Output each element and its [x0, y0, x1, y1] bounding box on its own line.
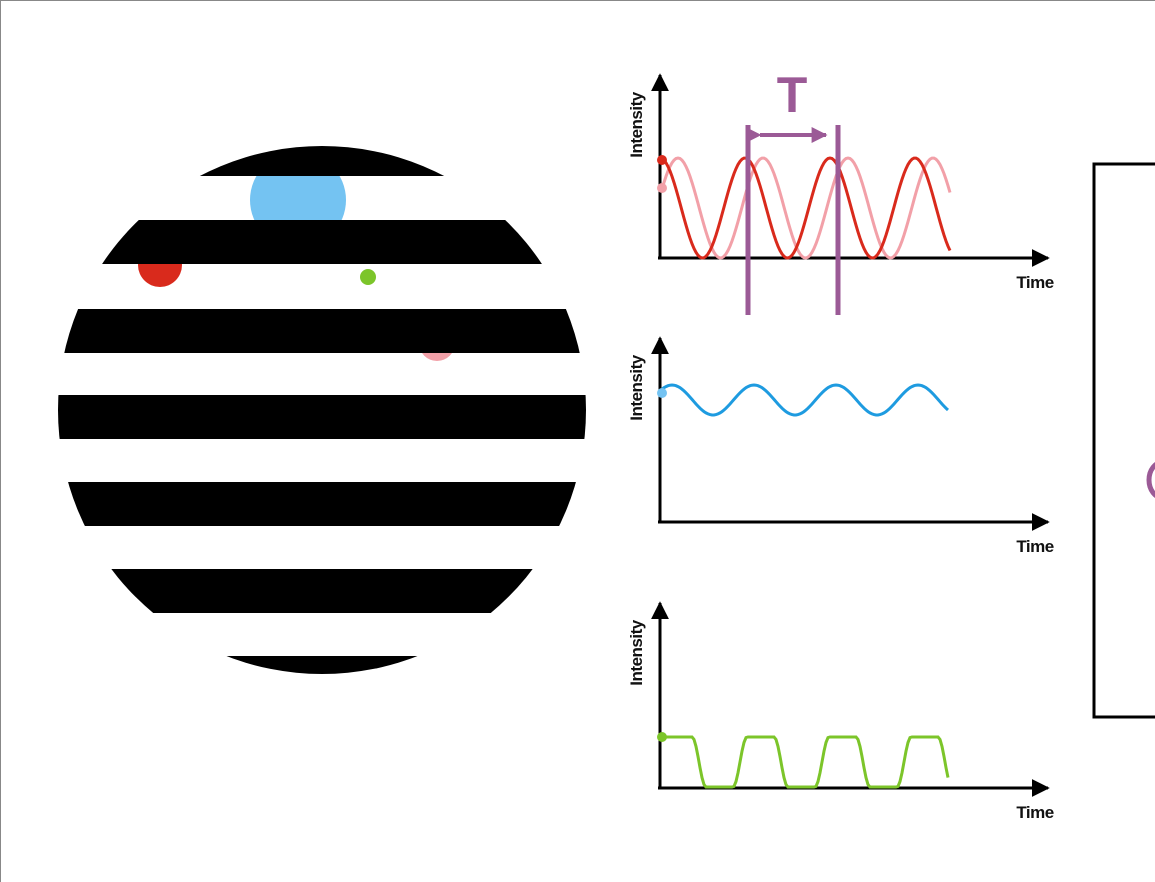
y-axis-label: Intensity: [627, 91, 646, 157]
y-axis-label: Intensity: [627, 354, 646, 420]
y-axis-label: Intensity: [627, 619, 646, 685]
diagram: IntensityTimeIntensityTimeIntensityTime …: [0, 0, 1155, 882]
x-axis-label: Time: [1016, 537, 1053, 556]
green-spot: [360, 269, 376, 285]
x-axis-label: Time: [1016, 803, 1053, 822]
red-dot: [657, 155, 667, 165]
period-label: T: [777, 67, 808, 123]
pink-dot: [657, 183, 667, 193]
x-axis-label: Time: [1016, 273, 1053, 292]
background: [0, 0, 1155, 882]
blue-dot: [657, 388, 667, 398]
green-dot: [657, 732, 667, 742]
